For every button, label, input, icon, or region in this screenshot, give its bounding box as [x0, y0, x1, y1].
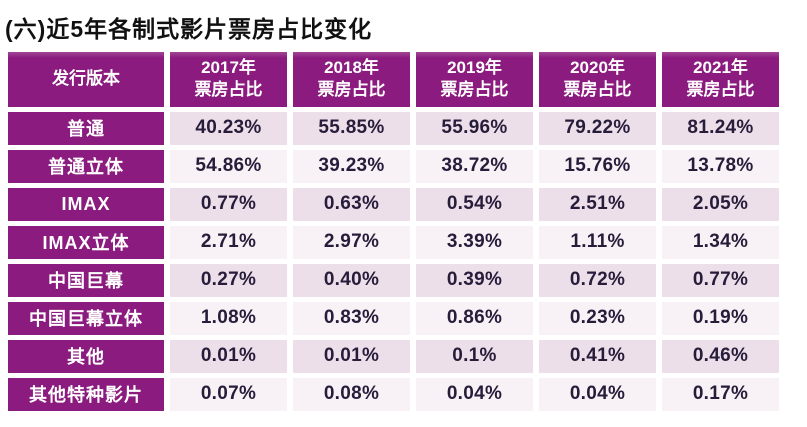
table-row: 其他 0.01% 0.01% 0.1% 0.41% 0.46%: [8, 339, 779, 373]
row-label: IMAX: [8, 187, 164, 221]
share-value-cell: 54.86%: [170, 149, 287, 183]
box-office-share-table: 发行版本 2017年 票房占比 2018年 票房占比 2019年 票房占比 2020年 票房占比…: [2, 47, 785, 416]
share-value-cell: 0.46%: [662, 339, 779, 373]
header-year-line: 2021年: [693, 58, 748, 77]
table-row: IMAX立体 2.71% 2.97% 3.39% 1.11% 1.34%: [8, 225, 779, 259]
table-row: 普通 40.23% 55.85% 55.96% 79.22% 81.24%: [8, 111, 779, 145]
header-year-line: 2020年: [570, 58, 625, 77]
header-release-version: 发行版本: [8, 51, 164, 107]
share-value-cell: 0.17%: [662, 377, 779, 411]
share-value-cell: 2.97%: [293, 225, 410, 259]
row-label: 中国巨幕: [8, 263, 164, 297]
header-year-2021: 2021年票房占比: [662, 51, 779, 107]
row-label: 中国巨幕立体: [8, 301, 164, 335]
table-header-row: 发行版本 2017年 票房占比 2018年 票房占比 2019年 票房占比 2020年 票房占比…: [8, 51, 779, 107]
row-label: 普通: [8, 111, 164, 145]
share-value-cell: 0.01%: [170, 339, 287, 373]
header-metric-line: 票房占比: [194, 80, 263, 100]
share-value-cell: 15.76%: [539, 149, 656, 183]
row-label: 其他特种影片: [8, 377, 164, 411]
share-value-cell: 0.39%: [416, 263, 533, 297]
share-value-cell: 39.23%: [293, 149, 410, 183]
header-metric-line: 票房占比: [317, 80, 386, 100]
page-title: (六)近5年各制式影片票房占比变化: [5, 16, 373, 42]
share-value-cell: 38.72%: [416, 149, 533, 183]
header-year-2017: 2017年票房占比: [170, 51, 287, 107]
table-row: 其他特种影片 0.07% 0.08% 0.04% 0.04% 0.17%: [8, 377, 779, 411]
header-year-2018: 2018年票房占比: [293, 51, 410, 107]
share-value-cell: 0.86%: [416, 301, 533, 335]
header-year-2019: 2019年票房占比: [416, 51, 533, 107]
header-year-line: 2017年: [201, 58, 256, 77]
header-year-line: 2019年: [447, 58, 502, 77]
row-label: 普通立体: [8, 149, 164, 183]
share-value-cell: 0.41%: [539, 339, 656, 373]
table-row: 普通立体 54.86% 39.23% 38.72% 15.76% 13.78%: [8, 149, 779, 183]
header-year-2020: 2020年票房占比: [539, 51, 656, 107]
share-value-cell: 3.39%: [416, 225, 533, 259]
share-value-cell: 13.78%: [662, 149, 779, 183]
share-value-cell: 0.19%: [662, 301, 779, 335]
share-value-cell: 0.08%: [293, 377, 410, 411]
table-row: IMAX 0.77% 0.63% 0.54% 2.51% 2.05%: [8, 187, 779, 221]
share-value-cell: 0.77%: [662, 263, 779, 297]
share-value-cell: 1.08%: [170, 301, 287, 335]
share-value-cell: 0.72%: [539, 263, 656, 297]
share-value-cell: 0.01%: [293, 339, 410, 373]
share-value-cell: 0.07%: [170, 377, 287, 411]
share-value-cell: 81.24%: [662, 111, 779, 145]
share-value-cell: 2.71%: [170, 225, 287, 259]
share-value-cell: 2.05%: [662, 187, 779, 221]
share-value-cell: 40.23%: [170, 111, 287, 145]
header-metric-line: 票房占比: [686, 80, 755, 100]
header-metric-line: 票房占比: [563, 80, 632, 100]
share-value-cell: 0.23%: [539, 301, 656, 335]
header-metric-line: 票房占比: [440, 80, 509, 100]
row-label: 其他: [8, 339, 164, 373]
share-value-cell: 0.54%: [416, 187, 533, 221]
table-header: 发行版本 2017年 票房占比 2018年 票房占比 2019年 票房占比 2020年 票房占比…: [8, 51, 779, 107]
header-year-line: 2018年: [324, 58, 379, 77]
share-value-cell: 0.77%: [170, 187, 287, 221]
share-value-cell: 55.85%: [293, 111, 410, 145]
share-value-cell: 0.27%: [170, 263, 287, 297]
share-value-cell: 2.51%: [539, 187, 656, 221]
share-value-cell: 0.04%: [539, 377, 656, 411]
share-value-cell: 79.22%: [539, 111, 656, 145]
share-value-cell: 1.11%: [539, 225, 656, 259]
share-value-cell: 0.83%: [293, 301, 410, 335]
table-row: 中国巨幕 0.27% 0.40% 0.39% 0.72% 0.77%: [8, 263, 779, 297]
share-value-cell: 1.34%: [662, 225, 779, 259]
table-row: 中国巨幕立体 1.08% 0.83% 0.86% 0.23% 0.19%: [8, 301, 779, 335]
share-value-cell: 0.04%: [416, 377, 533, 411]
share-value-cell: 0.63%: [293, 187, 410, 221]
share-value-cell: 55.96%: [416, 111, 533, 145]
row-label: IMAX立体: [8, 225, 164, 259]
share-value-cell: 0.40%: [293, 263, 410, 297]
table-body: 普通 40.23% 55.85% 55.96% 79.22% 81.24% 普通立体 54.8…: [8, 111, 779, 411]
share-value-cell: 0.1%: [416, 339, 533, 373]
